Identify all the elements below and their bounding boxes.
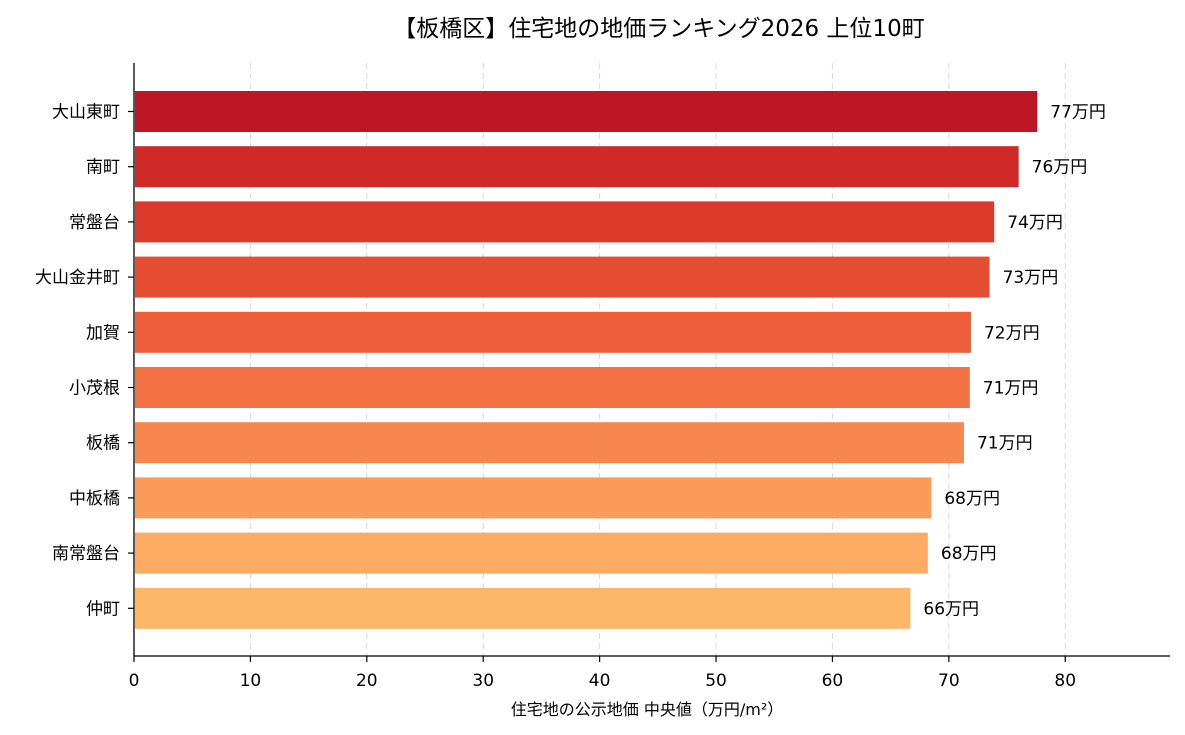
chart-title: 【板橋区】住宅地の地価ランキング2026 上位10町 (393, 16, 924, 42)
data-label: 72万円 (984, 323, 1040, 343)
category-label: 南町 (86, 158, 120, 178)
x-tick-label: 70 (938, 671, 960, 691)
data-label: 73万円 (1003, 268, 1059, 288)
bar (135, 256, 990, 298)
category-label: 仲町 (86, 599, 120, 619)
x-tick-label: 80 (1054, 671, 1076, 691)
data-label: 68万円 (944, 489, 1000, 509)
x-axis-title: 住宅地の公示地価 中央値（万円/m²） (511, 700, 783, 719)
category-label: 大山東町 (52, 103, 120, 123)
bar (135, 367, 970, 408)
data-label: 71万円 (983, 379, 1039, 399)
bar (135, 311, 971, 353)
x-tick-label: 0 (129, 671, 140, 691)
data-label: 76万円 (1032, 158, 1088, 178)
bars (135, 91, 1038, 629)
bar (135, 477, 932, 519)
x-tick-label: 30 (472, 671, 494, 691)
bar (135, 91, 1038, 132)
x-tick-label: 20 (356, 671, 378, 691)
x-tick-label: 10 (240, 671, 262, 691)
x-axis-ticks: 0 10 20 30 40 50 60 70 80 (129, 656, 1076, 691)
bar (135, 587, 911, 629)
category-label: 小茂根 (69, 379, 120, 399)
category-label: 加賀 (86, 323, 120, 343)
x-tick-label: 50 (705, 671, 727, 691)
data-label: 71万円 (977, 434, 1033, 454)
data-label: 74万円 (1007, 213, 1063, 233)
bar (135, 422, 964, 464)
category-label: 大山金井町 (35, 268, 120, 288)
x-tick-label: 60 (822, 671, 844, 691)
category-label: 中板橋 (69, 489, 120, 509)
axes (133, 63, 1170, 657)
data-labels: 77万円 76万円 74万円 73万円 72万円 71万円 71万円 68万円 68万円 66万円 (923, 103, 1106, 620)
category-label: 常盤台 (69, 213, 120, 233)
category-label: 板橋 (86, 434, 120, 454)
bar (135, 146, 1019, 188)
data-label: 66万円 (923, 599, 979, 619)
data-label: 68万円 (941, 544, 997, 564)
category-label: 南常盤台 (52, 544, 120, 564)
bar (135, 201, 995, 243)
bar (135, 532, 928, 574)
data-label: 77万円 (1050, 103, 1106, 123)
x-tick-label: 40 (589, 671, 611, 691)
